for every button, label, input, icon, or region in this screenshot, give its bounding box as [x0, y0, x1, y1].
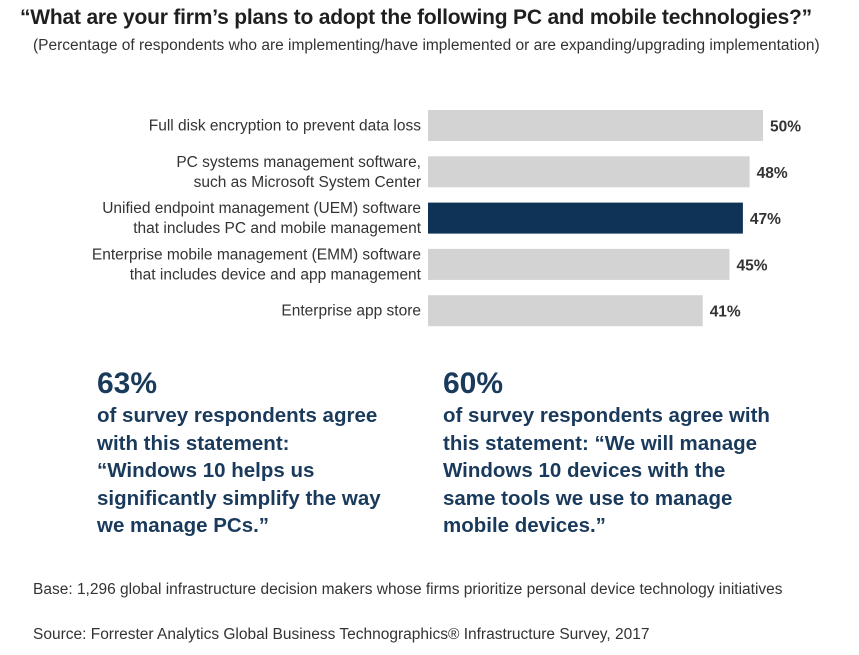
bar-value-label-3: 45% — [737, 257, 768, 274]
category-label-1: PC systems management software, such as M… — [176, 154, 421, 191]
stat-text-right: of survey respondents agree with this st… — [443, 404, 770, 537]
bar-1 — [428, 156, 750, 188]
bar-4 — [428, 295, 703, 327]
bar-2 — [428, 202, 743, 234]
category-label-0: Full disk encryption to prevent data los… — [149, 118, 421, 135]
stat-block-left: 63% of survey respondents agree with thi… — [97, 366, 427, 540]
stat-text-left: of survey respondents agree with this st… — [97, 404, 381, 537]
bar-value-label-2: 47% — [750, 211, 781, 228]
bar-chart: 50% Full disk encryption to prevent data … — [92, 110, 801, 327]
stat-block-right: 60% of survey respondents agree with thi… — [443, 366, 803, 540]
footnote-source: Source: Forrester Analytics Global Busin… — [33, 626, 650, 643]
bar-3 — [428, 248, 730, 280]
category-label-2: Unified endpoint management (UEM) softwa… — [102, 200, 421, 237]
bar-value-label-0: 50% — [770, 119, 801, 136]
category-label-4: Enterprise app store — [281, 303, 421, 320]
bar-value-label-1: 48% — [757, 165, 788, 182]
bar-0 — [428, 110, 763, 141]
footnote-base: Base: 1,296 global infrastructure decisi… — [33, 581, 783, 598]
stat-percent-right: 60% — [443, 367, 504, 400]
chart-subtitle: (Percentage of respondents who are imple… — [33, 37, 820, 54]
category-label-3: Enterprise mobile management (EMM) softw… — [92, 246, 422, 283]
bar-value-label-4: 41% — [710, 304, 741, 321]
stat-percent-left: 63% — [97, 367, 158, 400]
chart-title: “What are your firm’s plans to adopt the… — [20, 6, 812, 29]
